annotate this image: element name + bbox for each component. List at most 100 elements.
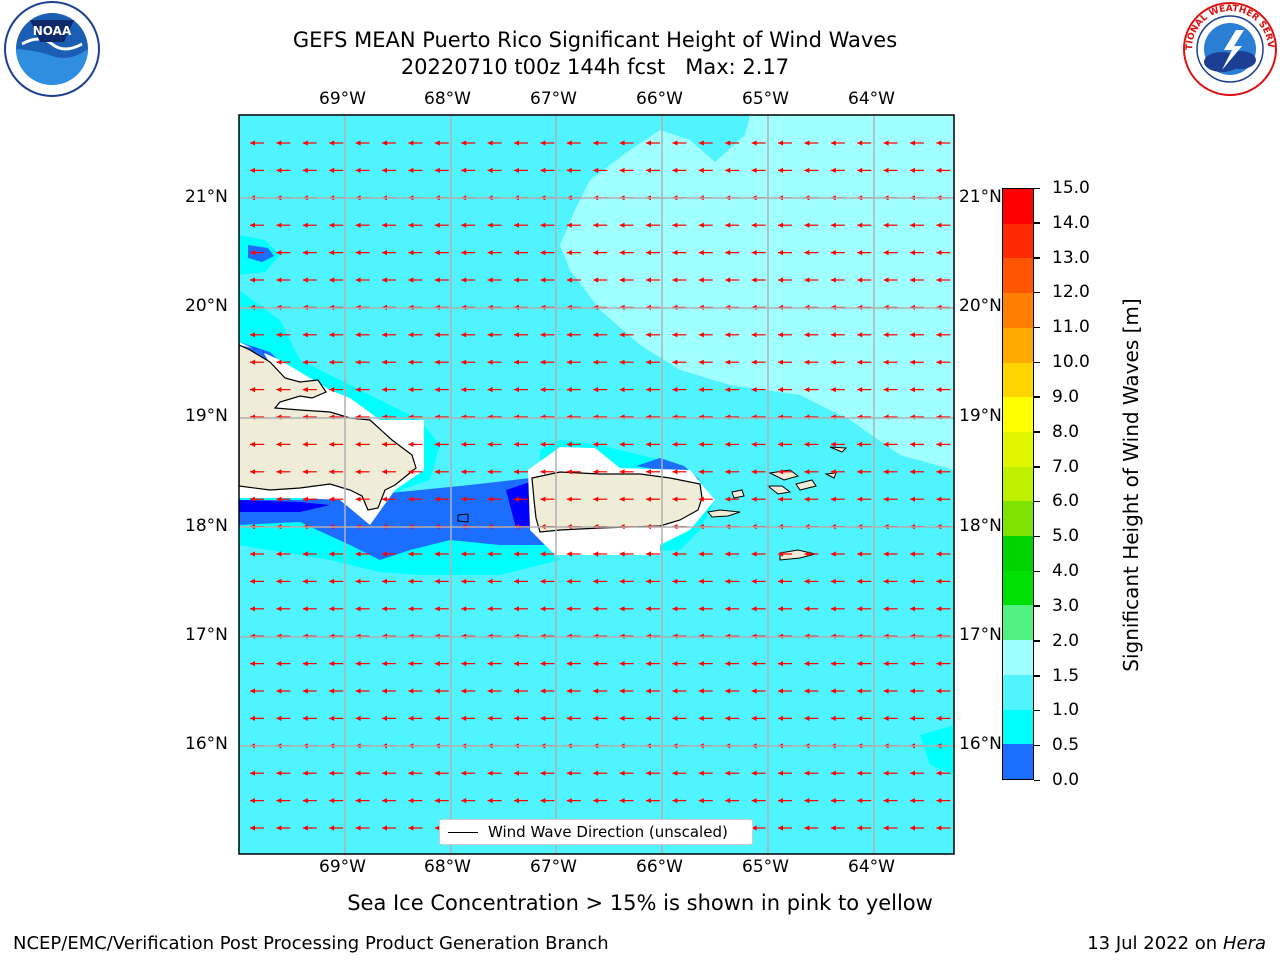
wave-direction-arrow [408,715,423,721]
wave-direction-arrow [936,715,951,721]
wave-direction-arrow [329,332,344,338]
wave-direction-arrow [619,715,634,721]
wave-direction-arrow [698,250,713,256]
wave-direction-arrow [672,496,687,502]
lat-tick-right-17n: 17°N [959,625,1002,645]
wave-direction-arrow [593,551,608,557]
wave-direction-arrow [514,770,528,776]
wave-direction-arrow [514,715,528,721]
wave-direction-arrow [857,798,872,804]
wave-direction-arrow [487,770,502,776]
wave-direction-arrow [250,688,264,694]
colorbar-bin [1003,744,1033,779]
wave-direction-arrow [487,441,502,447]
colorbar-tick [1034,187,1040,189]
wave-direction-arrow [382,250,396,256]
wave-direction-arrow [910,770,924,776]
wave-direction-arrow [540,277,555,283]
wave-direction-arrow [540,469,555,475]
colorbar-tick-label: 15.0 [1052,178,1090,198]
wave-direction-arrow [250,798,264,804]
wave-direction-arrow [619,441,634,447]
lon-tick-top-64w: 64°W [848,89,895,109]
wave-direction-arrow [355,359,370,365]
colorbar-tick-label: 1.5 [1052,665,1080,686]
wave-direction-arrow [382,359,396,365]
wave-direction-arrow [329,825,344,831]
wave-direction-arrow [250,167,264,173]
wave-direction-arrow [514,167,528,173]
wave-direction-arrow [778,578,792,584]
wave-direction-arrow [725,277,740,283]
wave-direction-arrow [566,140,581,146]
wave-direction-arrow [830,661,845,667]
lon-tick-bottom-64w: 64°W [848,857,895,877]
wave-direction-arrow [593,578,608,584]
wave-direction-arrow [883,140,898,146]
wave-direction-arrow [619,250,634,256]
wave-direction-arrow [725,606,740,612]
wave-direction-arrow [276,140,291,146]
wave-direction-arrow [883,551,898,557]
wave-direction-arrow [566,661,581,667]
wave-direction-arrow [355,825,370,831]
wave-direction-arrow [408,606,423,612]
wave-direction-arrow [566,578,581,584]
wave-direction-arrow [329,441,344,447]
wave-direction-arrow [857,250,872,256]
wave-direction-arrow [778,798,792,804]
wave-direction-arrow [778,688,792,694]
wave-direction-arrow [936,661,951,667]
wave-direction-arrow [355,578,370,584]
wave-direction-arrow [355,332,370,338]
wave-direction-arrow [514,359,528,365]
lat-tick-left-19n: 19°N [185,406,228,426]
wave-direction-arrow [461,332,476,338]
wave-direction-arrow [302,578,317,584]
wave-direction-arrow [250,496,264,502]
wave-direction-arrow [804,715,819,721]
wave-direction-arrow [804,770,819,776]
wave-direction-arrow [434,222,449,228]
wave-direction-arrow [751,551,766,557]
wave-direction-arrow [329,496,344,502]
wave-direction-arrow [936,441,951,447]
colorbar-bin [1003,397,1033,432]
wave-direction-arrow [857,715,872,721]
wave-direction-arrow [540,387,555,393]
wave-direction-arrow [355,661,370,667]
wave-direction-arrow [883,250,898,256]
wave-direction-arrow [672,222,687,228]
wave-direction-arrow [408,359,423,365]
colorbar-tick [1034,744,1040,747]
wave-direction-arrow [698,606,713,612]
wave-direction-arrow [857,578,872,584]
wave-direction-arrow [250,715,264,721]
wave-direction-arrow [408,441,423,447]
wave-direction-arrow [355,798,370,804]
wave-direction-arrow [619,359,634,365]
wave-direction-arrow [434,661,449,667]
colorbar-title: Significant Height of Wind Waves [m] [1119,298,1143,672]
wave-direction-arrow [751,359,766,365]
wave-direction-arrow [936,770,951,776]
wave-direction-arrow [698,277,713,283]
wave-direction-arrow [487,387,502,393]
wave-direction-arrow [461,798,476,804]
wave-direction-arrow [725,578,740,584]
wave-direction-arrow [804,441,819,447]
wave-direction-arrow [408,770,423,776]
wave-direction-arrow [936,387,951,393]
wave-direction-arrow [619,551,634,557]
wave-direction-arrow [593,688,608,694]
wave-direction-arrow [910,387,924,393]
wave-direction-arrow [593,469,608,475]
wave-direction-arrow [883,715,898,721]
wave-direction-arrow [857,770,872,776]
wave-direction-arrow [910,551,924,557]
colorbar-tick [1034,361,1040,364]
wave-direction-arrow [804,578,819,584]
wave-direction-arrow [619,496,634,502]
wave-direction-arrow [751,250,766,256]
